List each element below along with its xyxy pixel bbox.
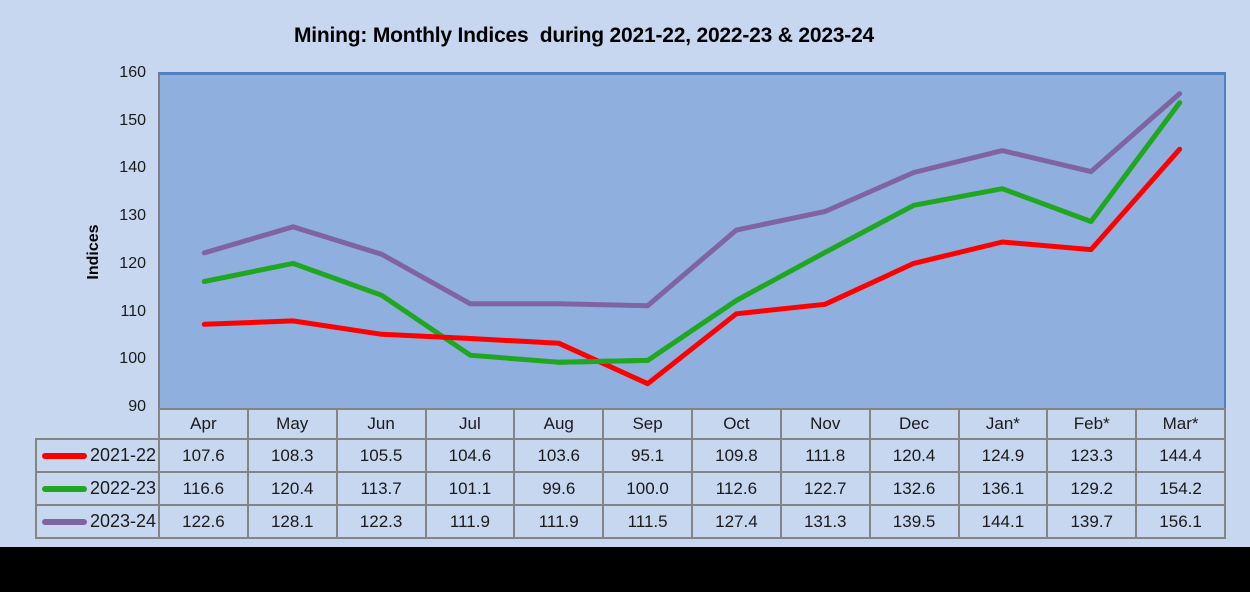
value-cell-2022-23: 113.7 — [337, 473, 427, 506]
value-cell-2021-22: 111.8 — [781, 440, 871, 473]
line-chart — [201, 91, 1183, 387]
value-cell-2021-22: 107.6 — [160, 440, 249, 473]
value-cell-2022-23: 136.1 — [959, 473, 1049, 506]
value-cell-2022-23: 101.1 — [426, 473, 516, 506]
y-tick-label: 160 — [119, 64, 146, 81]
value-cell-2021-22: 124.9 — [959, 440, 1049, 473]
chart-title: Mining: Monthly Indices during 2021-22, … — [293, 24, 875, 47]
value-cell-2021-22: 123.3 — [1048, 440, 1138, 473]
legend-line-icon — [42, 485, 87, 492]
value-cell-2021-22: 105.5 — [337, 440, 427, 473]
month-header-cell: Jul — [426, 410, 516, 440]
y-tick-label: 130 — [119, 207, 146, 225]
y-tick-label: 140 — [119, 159, 146, 177]
legend-line-icon — [42, 452, 87, 459]
month-header-cell: Jun — [337, 410, 427, 440]
value-cell-2021-22: 109.8 — [693, 440, 782, 473]
value-cell-2022-23: 129.2 — [1048, 473, 1138, 506]
value-cell-2021-22: 120.4 — [870, 440, 960, 473]
series-label: 2021-22 — [89, 445, 156, 465]
value-cell-2022-23: 120.4 — [248, 473, 338, 506]
series-line-2023-24 — [201, 91, 1183, 309]
series-line-2022-23 — [201, 100, 1183, 365]
value-cell-2021-22: 103.6 — [515, 440, 605, 473]
legend-line-icon — [42, 518, 87, 525]
value-cell-2022-23: 154.2 — [1137, 473, 1226, 506]
value-cell-2023-24: 111.9 — [515, 506, 605, 539]
legend-table: 2021-22 2022-23 2023-24 — [35, 438, 158, 539]
y-tick-label: 90 — [128, 398, 146, 415]
value-cell-2023-24: 122.3 — [337, 506, 427, 539]
month-header-cell: Dec — [870, 410, 960, 440]
value-cell-2023-24: 111.5 — [604, 506, 693, 539]
legend-row-2022-23: 2022-23 — [37, 473, 158, 506]
month-header-cell: Aug — [515, 410, 605, 440]
month-header-cell: Apr — [160, 410, 249, 440]
value-cell-2023-24: 122.6 — [160, 506, 249, 539]
series-line-2022-23-overlap — [556, 357, 651, 365]
y-tick-label: 120 — [119, 254, 146, 272]
value-cell-2022-23: 112.6 — [693, 473, 782, 506]
month-header-cell: Jan* — [959, 410, 1049, 440]
month-header-cell: Feb* — [1048, 410, 1138, 440]
series-line-2021-22 — [201, 146, 1183, 387]
series-label: 2023-24 — [89, 511, 156, 531]
series-label: 2022-23 — [89, 478, 156, 498]
value-cell-2023-24: 139.5 — [870, 506, 960, 539]
value-cell-2021-22: 108.3 — [248, 440, 338, 473]
y-tick-label: 100 — [119, 350, 146, 368]
month-header-cell: Nov — [781, 410, 871, 440]
value-cell-2022-23: 132.6 — [870, 473, 960, 506]
value-cell-2023-24: 111.9 — [426, 506, 516, 539]
bottom-bar — [0, 547, 1250, 592]
value-cell-2023-24: 131.3 — [781, 506, 871, 539]
y-tick-label: 110 — [120, 302, 146, 320]
month-header-cell: May — [248, 410, 338, 440]
value-cell-2023-24: 127.4 — [693, 506, 782, 539]
month-header-cell: Oct — [693, 410, 782, 440]
legend-row-2021-22: 2021-22 — [37, 440, 158, 473]
month-header-cell: Sep — [604, 410, 693, 440]
value-cell-2021-22: 95.1 — [604, 440, 693, 473]
value-cell-2022-23: 116.6 — [160, 473, 249, 506]
value-cell-2023-24: 156.1 — [1137, 506, 1226, 539]
month-header-cell: Mar* — [1137, 410, 1226, 440]
value-cell-2022-23: 100.0 — [604, 473, 693, 506]
plot-area — [158, 72, 1226, 408]
value-cell-2022-23: 122.7 — [781, 473, 871, 506]
legend-row-2023-24: 2023-24 — [37, 506, 158, 539]
value-cell-2022-23: 99.6 — [515, 473, 605, 506]
value-cell-2021-22: 144.4 — [1137, 440, 1226, 473]
value-cell-2023-24: 128.1 — [248, 506, 338, 539]
y-tick-label: 150 — [119, 111, 146, 129]
value-cell-2023-24: 139.7 — [1048, 506, 1138, 539]
value-cell-2023-24: 144.1 — [959, 506, 1049, 539]
data-table: Apr May Jun Jul Aug Sep Oct Nov Dec Jan* Feb* Mar* 1… — [158, 408, 1226, 539]
value-cell-2021-22: 104.6 — [426, 440, 516, 473]
